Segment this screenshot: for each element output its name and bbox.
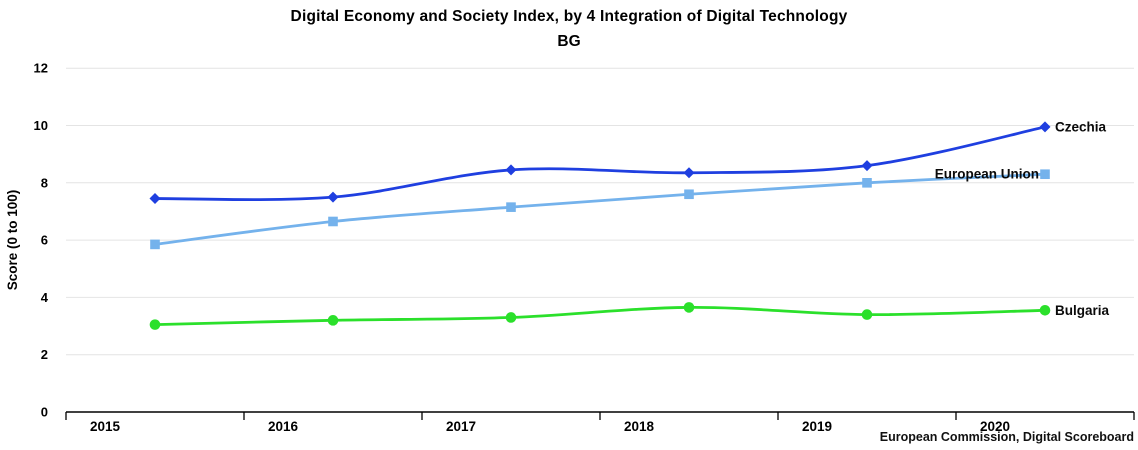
x-tick-label: 2015 [90, 419, 121, 434]
series-marker-czechia [861, 160, 873, 172]
series-marker-european-union [684, 189, 694, 200]
y-tick-label: 6 [41, 233, 48, 248]
source-caption: European Commission, Digital Scoreboard [879, 430, 1134, 444]
y-tick-label: 8 [41, 175, 48, 190]
series-marker-czechia [149, 193, 161, 205]
series-label-european-union: European Union [935, 167, 1039, 182]
series-marker-czechia [327, 191, 339, 203]
series-marker-czechia [683, 167, 695, 179]
series-marker-european-union [328, 216, 338, 227]
series-label-czechia: Czechia [1055, 119, 1107, 134]
series-marker-bulgaria [683, 302, 695, 313]
y-tick-label: 10 [34, 118, 48, 133]
series-marker-european-union [506, 202, 516, 212]
chart-title: Digital Economy and Society Index, by 4 … [290, 8, 848, 25]
y-tick-label: 4 [41, 290, 49, 305]
y-tick-label: 2 [41, 347, 48, 362]
series-marker-european-union [862, 178, 872, 188]
series-marker-bulgaria [1039, 304, 1051, 316]
plot-area: 2015 2016 2017 2018 2019 2020 0 2 4 6 8 10 12 Czechia… [34, 61, 1135, 434]
series-marker-bulgaria [149, 319, 161, 330]
series-marker-czechia [1039, 121, 1051, 133]
x-tick-label: 2020 [980, 419, 1010, 434]
series-marker-european-union [150, 239, 160, 250]
chart-subtitle: BG [557, 33, 581, 50]
x-tick-label: 2017 [446, 419, 476, 434]
y-tick-label: 12 [34, 61, 48, 76]
x-tick-label: 2016 [268, 419, 299, 434]
series-label-bulgaria: Bulgaria [1055, 303, 1110, 318]
series-line-czechia [153, 125, 1047, 202]
series-marker-european-union [1040, 169, 1050, 180]
y-tick-label: 0 [41, 405, 48, 420]
x-tick-label: 2019 [802, 419, 832, 434]
series-marker-bulgaria [327, 315, 339, 326]
series-marker-czechia [505, 164, 517, 176]
series-line-european-union [153, 172, 1047, 246]
y-axis-title: Score (0 to 100) [5, 190, 20, 291]
series-marker-bulgaria [861, 309, 873, 320]
x-tick-label: 2018 [624, 419, 655, 434]
series-marker-bulgaria [505, 312, 517, 323]
series-line-bulgaria [153, 306, 1047, 327]
